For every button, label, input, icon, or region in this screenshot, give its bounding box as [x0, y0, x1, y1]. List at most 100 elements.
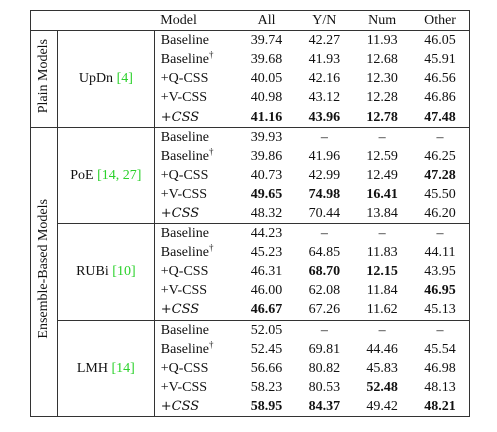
model-name: Baseline [160, 148, 209, 164]
header-row: Model All Y/N Num Other [30, 10, 470, 32]
value-cell: 11.83 [366, 245, 398, 261]
value-cell: 70.44 [308, 205, 341, 221]
value-cell: 43.95 [424, 264, 456, 280]
model-cell: +Q-CSS [154, 359, 237, 378]
data-row: +Q-CSS 56.66 80.82 45.83 46.98 [31, 359, 470, 378]
header-cell: All [237, 10, 296, 32]
method-cell: UpDn [4] [57, 30, 155, 128]
model-mark: † [209, 49, 214, 60]
data-row: +CSS 58.95 84.37 49.42 48.21 [31, 397, 470, 417]
value-cell: 46.98 [424, 360, 456, 376]
blank-cell [30, 10, 58, 32]
model-cell: Baseline [154, 126, 238, 147]
value-cell: 42.27 [295, 30, 354, 51]
data-row: Plain Models UpDn [4] Baseline 39.74 42.27 11… [30, 30, 470, 128]
value-cell: 44.46 [366, 341, 398, 357]
value-cell: 12.59 [366, 148, 398, 164]
value-cell: – [295, 223, 354, 244]
model-cell: +CSS [154, 107, 237, 127]
value-cell: 12.78 [366, 109, 398, 125]
value-cell: 67.26 [308, 302, 341, 318]
model-cell: +CSS [154, 300, 237, 320]
model-name: +Q-CSS [160, 264, 209, 280]
value-cell: 74.98 [308, 186, 341, 202]
value-cell: 42.16 [308, 71, 341, 87]
value-cell: 41.96 [308, 148, 341, 164]
value-cell: 46.00 [250, 283, 283, 299]
value-cell: 58.23 [250, 379, 283, 395]
model-cell: +V-CSS [154, 378, 237, 397]
value-cell: 11.62 [366, 302, 398, 318]
value-cell: 58.95 [250, 398, 283, 414]
model-cell: +Q-CSS [154, 166, 237, 185]
value-cell: 40.05 [250, 71, 283, 87]
value-cell: 48.13 [424, 379, 456, 395]
model-name: Baseline [160, 129, 209, 145]
value-cell: 49.65 [250, 186, 283, 202]
model-cell: Baseline [154, 223, 238, 244]
value-cell: 56.66 [250, 360, 283, 376]
header-cell: Num [353, 10, 412, 32]
group-label: Plain Models [36, 38, 52, 113]
model-name: +V-CSS [160, 379, 208, 395]
value-cell: 52.45 [250, 341, 283, 357]
model-mark: † [209, 338, 214, 349]
model-cell: +V-CSS [154, 88, 237, 107]
value-cell: 46.86 [424, 90, 456, 106]
model-name: +CSS [160, 398, 200, 414]
value-cell: 49.42 [366, 398, 398, 414]
value-cell: 47.28 [424, 167, 456, 183]
table-body: Model All Y/N Num Other Plain Models UpDn [4] B… [30, 10, 470, 417]
method-name: PoE [70, 167, 94, 183]
value-cell: 80.82 [308, 360, 341, 376]
data-row: Baseline† 52.45 69.81 44.46 45.54 [31, 338, 470, 359]
header-cell: Other [411, 10, 470, 32]
model-mark: † [209, 242, 214, 253]
model-name: +CSS [160, 109, 200, 125]
value-cell: 40.98 [250, 90, 283, 106]
data-row: Baseline† 45.23 64.85 11.83 44.11 [31, 243, 470, 262]
value-cell: 41.93 [308, 52, 341, 68]
method-cell: LMH [14] [57, 319, 155, 417]
model-cell: Baseline† [154, 50, 237, 69]
value-cell: 46.25 [424, 148, 456, 164]
value-cell: 84.37 [308, 398, 341, 414]
data-row: +Q-CSS 40.05 42.16 12.30 46.56 [31, 69, 470, 88]
value-cell: 39.74 [237, 30, 296, 51]
header-cell: Y/N [295, 10, 354, 32]
value-cell: 48.32 [250, 205, 283, 221]
data-row: RUBi [10] Baseline 44.23– – – [31, 223, 470, 320]
model-cell: +V-CSS [154, 185, 237, 204]
model-cell: Baseline† [154, 338, 237, 359]
value-cell: – [353, 126, 412, 147]
citation: [10] [112, 264, 136, 280]
value-cell: 39.93 [237, 126, 296, 147]
model-cell: Baseline [154, 30, 238, 51]
data-row: Ensemble-Based Models PoE [14, 27] Baselin… [30, 126, 470, 417]
value-cell: 45.13 [424, 302, 456, 318]
citation: [14] [111, 360, 135, 376]
model-cell: +CSS [154, 397, 237, 417]
value-cell: 39.68 [250, 52, 283, 68]
blank-cell [57, 10, 155, 32]
data-row: +V-CSS 40.98 43.12 12.28 46.86 [31, 88, 470, 107]
method-name: LMH [76, 360, 108, 376]
value-cell: 39.86 [250, 148, 283, 164]
data-row: +CSS 46.67 67.26 11.62 45.13 [31, 300, 470, 320]
value-cell: – [411, 319, 470, 340]
model-mark: † [209, 146, 214, 157]
model-name: +Q-CSS [160, 360, 209, 376]
value-cell: 12.28 [366, 90, 398, 106]
data-row: +CSS 41.16 43.96 12.78 47.48 [31, 107, 470, 127]
model-name: Baseline [160, 245, 209, 261]
value-cell: 11.93 [353, 30, 412, 51]
value-cell: 46.31 [250, 264, 283, 280]
value-cell: 12.15 [366, 264, 398, 280]
value-cell: 12.49 [366, 167, 398, 183]
value-cell: 46.67 [250, 302, 283, 318]
data-row: LMH [14] Baseline 52.05– – – [31, 319, 470, 417]
model-name: +CSS [160, 205, 200, 221]
value-cell: – [295, 319, 354, 340]
value-cell: 16.41 [366, 186, 398, 202]
